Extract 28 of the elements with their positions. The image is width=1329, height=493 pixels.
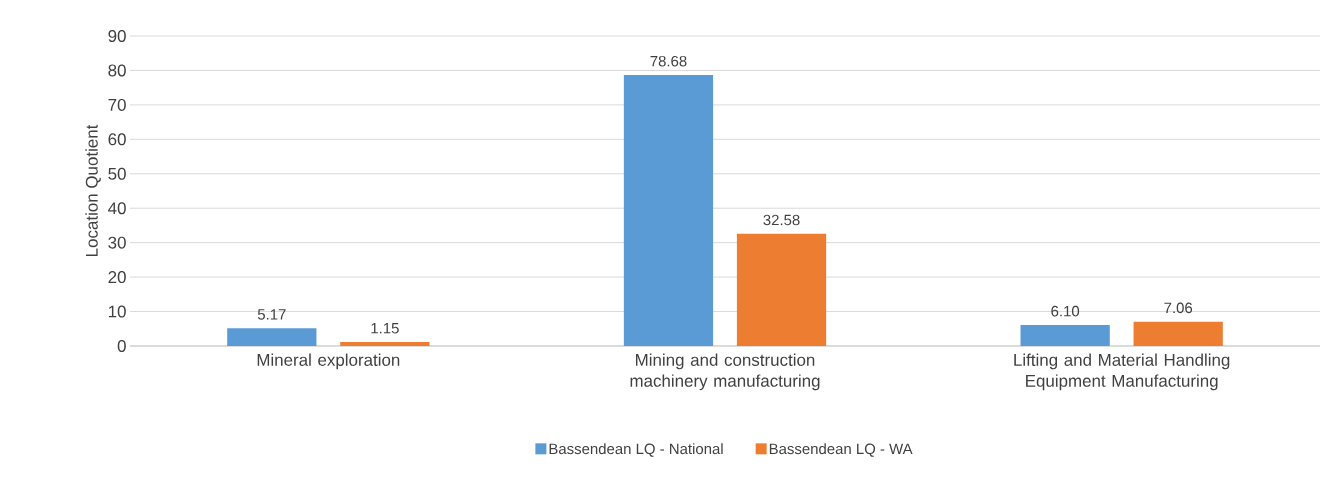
legend-label: Bassendean LQ - WA <box>769 443 913 457</box>
bar <box>736 233 827 346</box>
data-label: 6.10 <box>1051 305 1080 317</box>
bar <box>623 74 714 346</box>
data-label: 32.58 <box>763 214 800 226</box>
data-label: 78.68 <box>650 55 687 67</box>
y-tick-label: 20 <box>108 271 126 284</box>
x-tick-label: Mineral exploration <box>257 353 400 370</box>
x-tick-label: Mining and construction machinery manufacturing <box>630 353 820 391</box>
bar <box>1020 324 1110 346</box>
y-tick-label: 40 <box>108 202 126 215</box>
y-tick-label: 90 <box>108 29 126 42</box>
y-tick-label: 60 <box>108 133 126 146</box>
bar <box>227 328 317 346</box>
y-tick-label: 70 <box>108 98 126 111</box>
bar <box>340 342 430 346</box>
y-tick-label: 80 <box>108 64 126 77</box>
bar <box>1133 321 1223 346</box>
y-tick-label: 30 <box>108 236 126 249</box>
data-label: 7.06 <box>1164 302 1193 314</box>
y-axis-title: Location Quotient <box>85 124 101 256</box>
data-label: 5.17 <box>257 309 286 320</box>
x-tick-label: Lifting and Material Handling Equipment Manufacturing <box>1014 353 1230 391</box>
legend-label: Bassendean LQ - National <box>549 443 723 457</box>
y-tick-label: 10 <box>108 305 126 318</box>
data-label: 1.15 <box>371 323 399 334</box>
y-tick-label: 50 <box>108 167 126 180</box>
y-tick-label: 0 <box>117 339 126 352</box>
